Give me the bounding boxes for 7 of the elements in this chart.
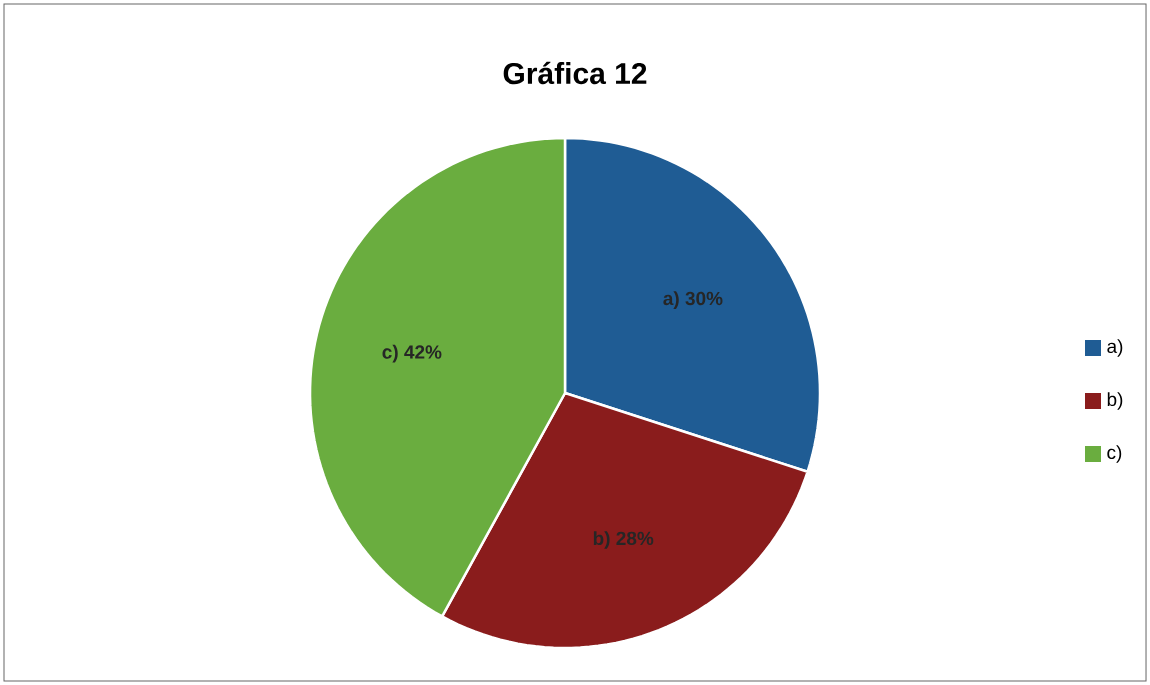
- legend-label: c): [1107, 445, 1122, 463]
- data-label: b) 28%: [593, 531, 654, 549]
- legend-label: a): [1107, 339, 1123, 357]
- chart-title: Gráfica 12: [503, 61, 647, 85]
- data-label: c) 42%: [382, 344, 442, 363]
- data-label: a) 30%: [663, 291, 723, 309]
- legend-label: b): [1107, 392, 1123, 410]
